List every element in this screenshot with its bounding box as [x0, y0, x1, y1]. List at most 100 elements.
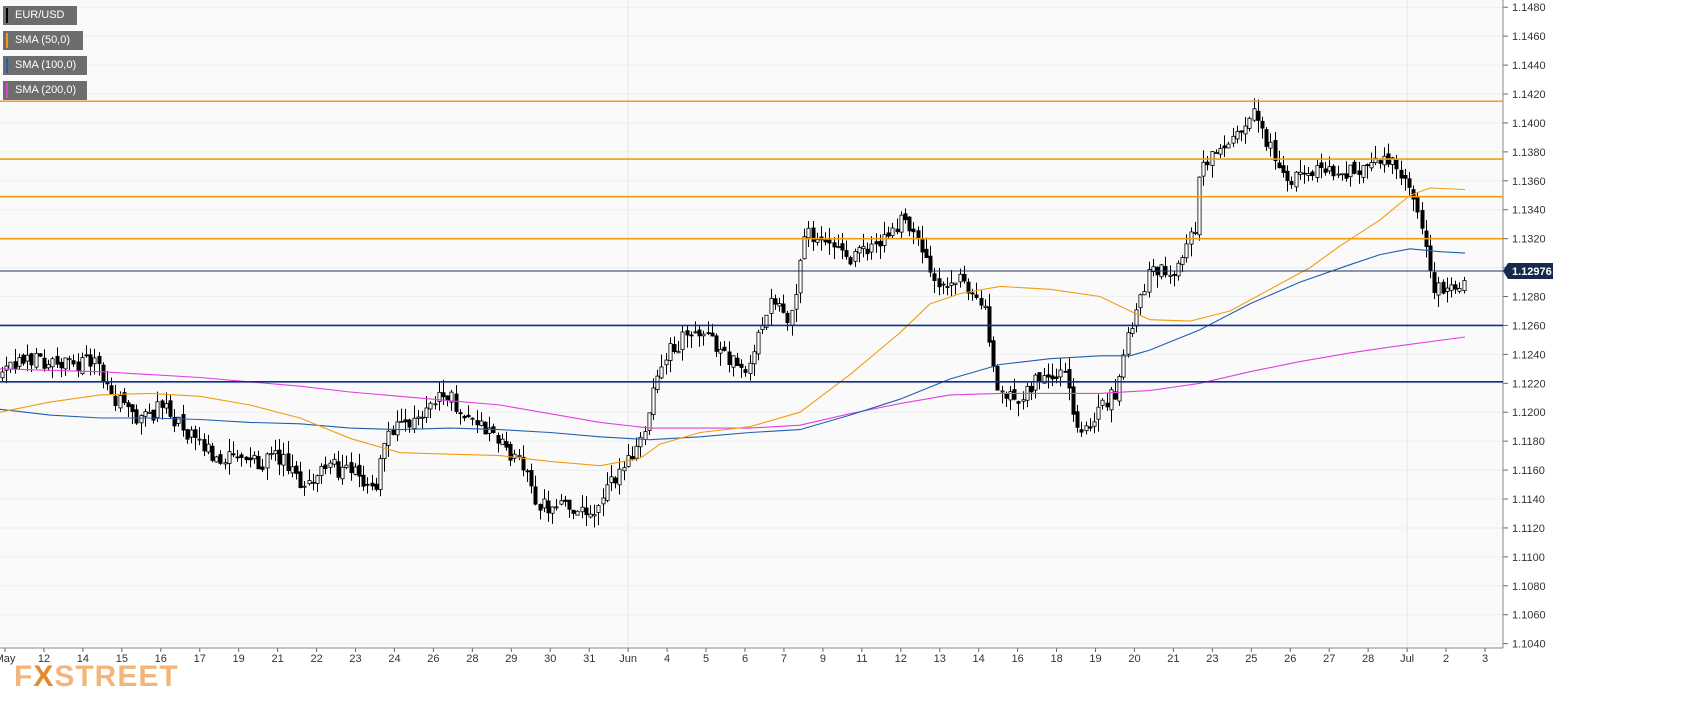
x-tick-label: 18 — [1050, 653, 1062, 665]
candle-down — [210, 445, 215, 461]
candle-up — [802, 236, 807, 260]
candle-down — [1075, 411, 1080, 428]
candle-down — [55, 355, 60, 365]
candle-up — [1252, 108, 1257, 121]
x-tick-label: 25 — [1245, 653, 1257, 665]
candle-up — [815, 239, 820, 243]
y-tick-label: 1.1380 — [1512, 147, 1546, 159]
candle-up — [1306, 173, 1311, 176]
current-price-tag — [1503, 263, 1553, 280]
y-tick-label: 1.1200 — [1512, 407, 1546, 419]
candle-down — [995, 366, 1000, 391]
candle-up — [958, 273, 963, 283]
candle-down — [361, 474, 366, 487]
y-tick-label: 1.1180 — [1512, 436, 1545, 448]
x-tick-label: 23 — [349, 653, 361, 665]
candle-up — [227, 451, 232, 464]
x-tick-label: 22 — [310, 653, 322, 665]
candle-up — [1008, 391, 1013, 401]
candle-down — [932, 273, 937, 282]
candle-up — [1294, 171, 1299, 188]
candle-up — [680, 331, 685, 351]
candle-down — [811, 227, 816, 242]
candle-up — [17, 357, 22, 367]
y-tick-label: 1.1340 — [1512, 205, 1546, 217]
legend-instrument[interactable]: EUR/USD — [3, 6, 77, 25]
candle-up — [8, 361, 13, 370]
candle-down — [277, 449, 282, 465]
candle-down — [286, 453, 291, 472]
candle-up — [769, 297, 774, 314]
candle-up — [315, 475, 320, 484]
candle-down — [739, 363, 744, 368]
candle-down — [407, 419, 412, 428]
x-tick-label: 23 — [1206, 653, 1218, 665]
candle-down — [160, 400, 165, 408]
fxstreet-logo: FXSTREET — [14, 660, 179, 693]
candle-down — [974, 294, 979, 298]
candle-up — [147, 411, 152, 414]
candle-up — [1235, 131, 1240, 140]
candle-down — [924, 248, 929, 258]
x-tick-label: 31 — [583, 653, 595, 665]
legend-sma100[interactable]: SMA (100,0) — [3, 56, 87, 75]
candle-up — [1361, 165, 1366, 178]
sma50-line — [0, 187, 1466, 467]
candle-down — [462, 415, 467, 419]
candle-down — [1050, 375, 1055, 380]
y-tick-label: 1.1360 — [1512, 176, 1546, 188]
x-tick-label: 9 — [820, 653, 826, 665]
candle-down — [878, 240, 883, 247]
candle-down — [1394, 159, 1399, 170]
x-tick-label: 14 — [973, 653, 985, 665]
candle-up — [1373, 157, 1378, 164]
candle-down — [722, 346, 727, 351]
candle-up — [554, 506, 559, 509]
x-tick-label: 17 — [194, 653, 206, 665]
x-tick-label: 21 — [272, 653, 284, 665]
candle-down — [525, 470, 530, 473]
candle-up — [1058, 369, 1063, 378]
legend-swatch-price — [6, 8, 8, 23]
candle-up — [164, 403, 169, 409]
candle-up — [836, 246, 841, 248]
candle-up — [638, 436, 643, 448]
candle-up — [592, 514, 597, 517]
candle-down — [454, 393, 459, 412]
candle-up — [1084, 425, 1089, 432]
x-tick-label: Jun — [619, 653, 637, 665]
candle-down — [113, 395, 118, 407]
candle-down — [126, 402, 131, 408]
candle-down — [1105, 402, 1110, 408]
candle-down — [937, 278, 942, 288]
candle-down — [567, 499, 572, 510]
candle-up — [206, 443, 211, 453]
candle-down — [88, 354, 93, 367]
candle-up — [806, 227, 811, 239]
candle-down — [1016, 401, 1021, 404]
candle-up — [1000, 390, 1005, 393]
candle-up — [307, 480, 312, 485]
candle-up — [332, 458, 337, 465]
x-tick-label: 28 — [466, 653, 478, 665]
candle-up — [449, 391, 454, 403]
legend-sma200[interactable]: SMA (200,0) — [3, 81, 87, 100]
candle-up — [1336, 173, 1341, 176]
legend-sma50[interactable]: SMA (50,0) — [3, 31, 83, 50]
candle-down — [441, 392, 446, 398]
candle-down — [130, 404, 135, 413]
candle-up — [617, 468, 622, 486]
candle-down — [916, 230, 921, 240]
candle-down — [1260, 120, 1265, 129]
candle-up — [857, 247, 862, 254]
candle-down — [1365, 164, 1370, 167]
candle-down — [533, 486, 538, 505]
legend-swatch-sma200 — [6, 83, 8, 98]
candle-up — [1390, 157, 1395, 165]
candle-up — [223, 462, 228, 465]
candle-up — [437, 391, 442, 402]
candle-up — [790, 309, 795, 326]
candle-up — [353, 466, 358, 475]
